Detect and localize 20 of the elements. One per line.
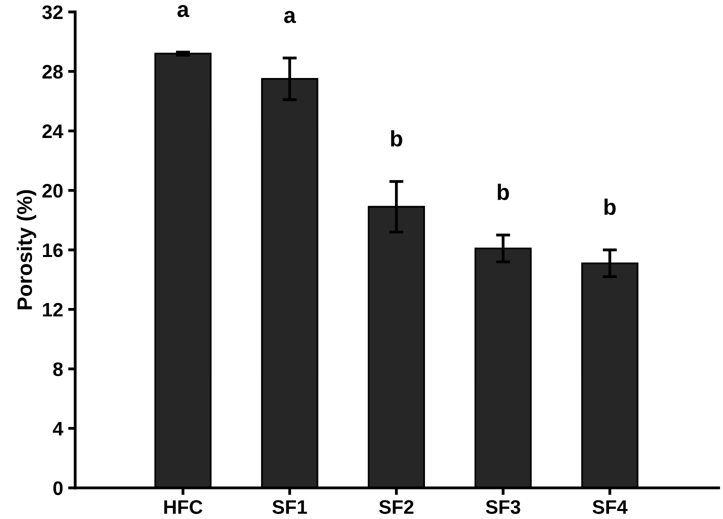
y-tick-label: 24 bbox=[42, 124, 64, 138]
y-tick-label: 20 bbox=[42, 184, 63, 198]
x-tick-label: SF2 bbox=[379, 500, 414, 514]
annotation: b bbox=[391, 130, 402, 147]
y-tick-label: 4 bbox=[52, 422, 64, 436]
x-tick-label: HFC bbox=[164, 500, 202, 514]
annotation: b bbox=[604, 198, 616, 215]
y-tick-label: 8 bbox=[53, 362, 63, 376]
x-tick-label: SF4 bbox=[592, 500, 628, 514]
annotation: b bbox=[498, 184, 509, 200]
annotation: a bbox=[284, 10, 296, 24]
annotation: a bbox=[177, 4, 190, 18]
y-tick-label: 16 bbox=[42, 243, 63, 258]
y-tick-label: 28 bbox=[42, 64, 63, 79]
y-tick-label: 12 bbox=[42, 302, 63, 316]
y-tick-label: 32 bbox=[42, 5, 63, 20]
y-axis-title: Porosity (%) bbox=[16, 190, 36, 310]
y-tick-label: 0 bbox=[53, 481, 63, 496]
x-tick-label: SF1 bbox=[272, 500, 307, 514]
x-tick-label: SF3 bbox=[486, 500, 520, 514]
